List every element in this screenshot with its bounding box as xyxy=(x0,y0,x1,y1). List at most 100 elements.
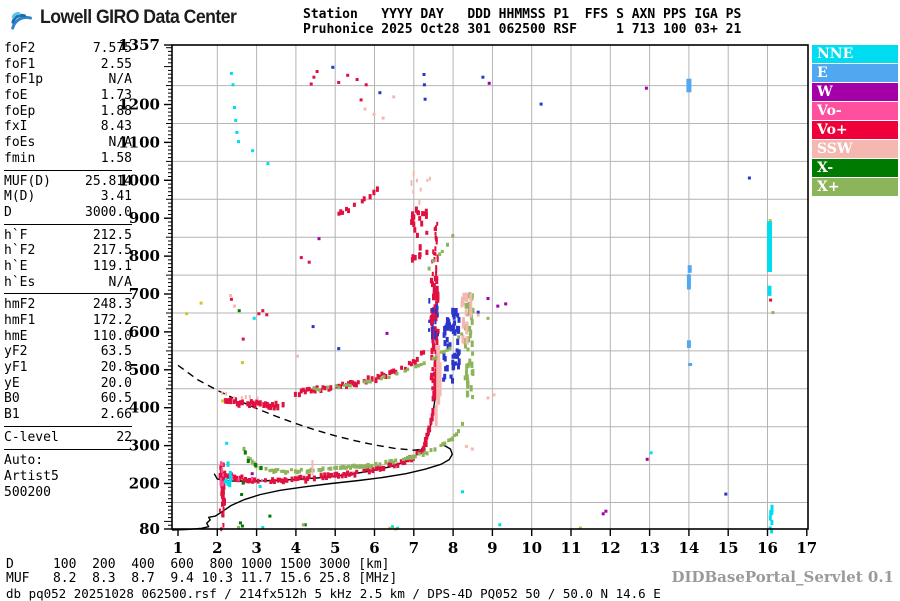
param-value: 248.3 xyxy=(92,297,132,313)
autoscaling-info-line: Auto: xyxy=(4,452,44,468)
svg-text:17: 17 xyxy=(796,539,817,557)
param-name: hmF2 xyxy=(4,297,36,313)
param-value: 119.1 xyxy=(92,258,132,274)
autoscaling-info-line: Artist5 xyxy=(4,468,59,484)
param-row-clevel: C-level 22 xyxy=(4,430,132,446)
legend-item-x: X+ xyxy=(812,178,898,196)
svg-text:15: 15 xyxy=(718,539,739,557)
param-name: fmin xyxy=(4,150,36,166)
svg-text:500: 500 xyxy=(129,361,160,379)
param-row-foe: foE 1.73 xyxy=(4,88,132,104)
param-name: yF2 xyxy=(4,344,28,360)
param-row-hes: h`Es N/A xyxy=(4,275,132,291)
svg-text:8: 8 xyxy=(448,539,458,557)
param-value: 60.5 xyxy=(100,391,132,407)
param-name: foF1p xyxy=(4,72,44,88)
param-row-hmf2: hmF2 248.3 xyxy=(4,297,132,313)
svg-text:16: 16 xyxy=(757,539,778,557)
svg-text:800: 800 xyxy=(129,247,160,265)
autoscaling-info-line: 500200 xyxy=(4,484,51,500)
param-row-fof1: foF1 2.55 xyxy=(4,57,132,73)
param-value: 25.814 xyxy=(85,173,132,189)
param-name: h`F2 xyxy=(4,243,36,259)
param-row-b0: B0 60.5 xyxy=(4,391,132,407)
panel-divider xyxy=(4,425,132,427)
param-value: 20.0 xyxy=(100,375,132,391)
panel-divider xyxy=(4,223,132,225)
logo-text: Lowell GIRO Data Center xyxy=(40,7,237,28)
param-name: fxI xyxy=(4,119,28,135)
legend-item-w: W xyxy=(812,83,898,101)
legend-item-e: E xyxy=(812,64,898,82)
svg-text:5: 5 xyxy=(330,539,340,557)
param-row-fof2: foF2 7.575 xyxy=(4,41,132,57)
svg-text:7: 7 xyxy=(409,539,419,557)
legend-item-nne: NNE xyxy=(812,45,898,63)
param-row-b1: B1 2.66 xyxy=(4,407,132,423)
svg-text:1000: 1000 xyxy=(118,171,160,189)
svg-text:700: 700 xyxy=(129,285,160,303)
param-name: foF1 xyxy=(4,56,36,72)
param-value: 2.66 xyxy=(100,407,132,423)
param-name: M(D) xyxy=(4,189,36,205)
legend-item-vo: Vo- xyxy=(812,102,898,120)
station-values-line: Pruhonice 2025 Oct28 301 062500 RSF 1 71… xyxy=(303,22,742,37)
legend-item-ssw: SSW xyxy=(812,140,898,158)
param-value: 8.43 xyxy=(100,119,132,135)
db-record-line: db pq052 20251028 062500.rsf / 214fx512h… xyxy=(6,586,661,601)
ionogram-plot-area: 1357 1200 1100 1000 900 800 700 600 500 400 300 200… xyxy=(118,36,817,557)
param-value: N/A xyxy=(108,72,132,88)
param-name: foEs xyxy=(4,135,36,151)
svg-text:1200: 1200 xyxy=(118,96,160,114)
param-name: yF1 xyxy=(4,360,28,376)
station-header-line: Station YYYY DAY DDD HHMMSS P1 FFS S AXN… xyxy=(303,7,742,22)
param-name: B1 xyxy=(4,407,20,423)
svg-text:3: 3 xyxy=(251,539,261,557)
station-info: Station YYYY DAY DDD HHMMSS P1 FFS S AXN… xyxy=(303,7,741,37)
param-row-fmin: fmin 1.58 xyxy=(4,151,132,167)
param-name: hmF1 xyxy=(4,313,36,328)
param-name: h`Es xyxy=(4,274,36,290)
legend-item-vo: Vo+ xyxy=(812,121,898,139)
param-row-hme: hmE 110.0 xyxy=(4,329,132,345)
param-name: foEp xyxy=(4,103,36,119)
param-value: 1.73 xyxy=(100,88,132,104)
param-row-md: M(D) 3.41 xyxy=(4,189,132,205)
param-row-fxi: fxI 8.43 xyxy=(4,119,132,135)
svg-text:80: 80 xyxy=(139,520,160,538)
param-row-ye: yE 20.0 xyxy=(4,376,132,392)
servlet-version-label: DIDBasePortal_Servlet 0.1 xyxy=(671,568,894,586)
echo-direction-legend: NNE E W Vo- Vo+ SSW X- X+ xyxy=(812,45,898,197)
svg-text:13: 13 xyxy=(639,539,660,557)
ionogram-plot: 1357120011001000900800700600500400300200… xyxy=(118,36,817,557)
param-row-foep: foEp 1.88 xyxy=(4,104,132,120)
param-value: 172.2 xyxy=(92,313,132,328)
param-value: 217.5 xyxy=(92,243,132,259)
param-value: 3.41 xyxy=(100,189,132,205)
param-name: C-level xyxy=(4,429,59,445)
param-row-mufd: MUF(D) 25.814 xyxy=(4,174,132,190)
svg-text:9: 9 xyxy=(487,539,497,557)
param-row-d: D 3000.0 xyxy=(4,205,132,221)
svg-text:6: 6 xyxy=(369,539,379,557)
scaled-parameters-panel: foF2 7.575 foF1 2.55 foF1p N/A foE 1.73 foEp 1.88… xyxy=(4,41,132,501)
param-row-he: h`E 119.1 xyxy=(4,259,132,275)
param-value: 20.8 xyxy=(100,360,132,376)
svg-text:200: 200 xyxy=(129,475,160,493)
param-value: 63.5 xyxy=(100,344,132,360)
param-row-yf1: yF1 20.8 xyxy=(4,360,132,376)
param-name: D xyxy=(4,204,12,220)
param-value: N/A xyxy=(108,135,132,151)
param-value: 22 xyxy=(116,429,132,445)
legend-item-x: X- xyxy=(812,159,898,177)
param-row-yf2: yF2 63.5 xyxy=(4,344,132,360)
svg-text:1357: 1357 xyxy=(118,36,160,54)
param-name: foF2 xyxy=(4,41,36,56)
svg-text:4: 4 xyxy=(291,539,301,557)
svg-text:12: 12 xyxy=(600,539,621,557)
panel-divider xyxy=(4,293,132,295)
svg-text:2: 2 xyxy=(212,539,222,557)
param-value: 1.58 xyxy=(100,150,132,166)
param-name: h`E xyxy=(4,258,28,274)
param-value: 110.0 xyxy=(92,328,132,344)
